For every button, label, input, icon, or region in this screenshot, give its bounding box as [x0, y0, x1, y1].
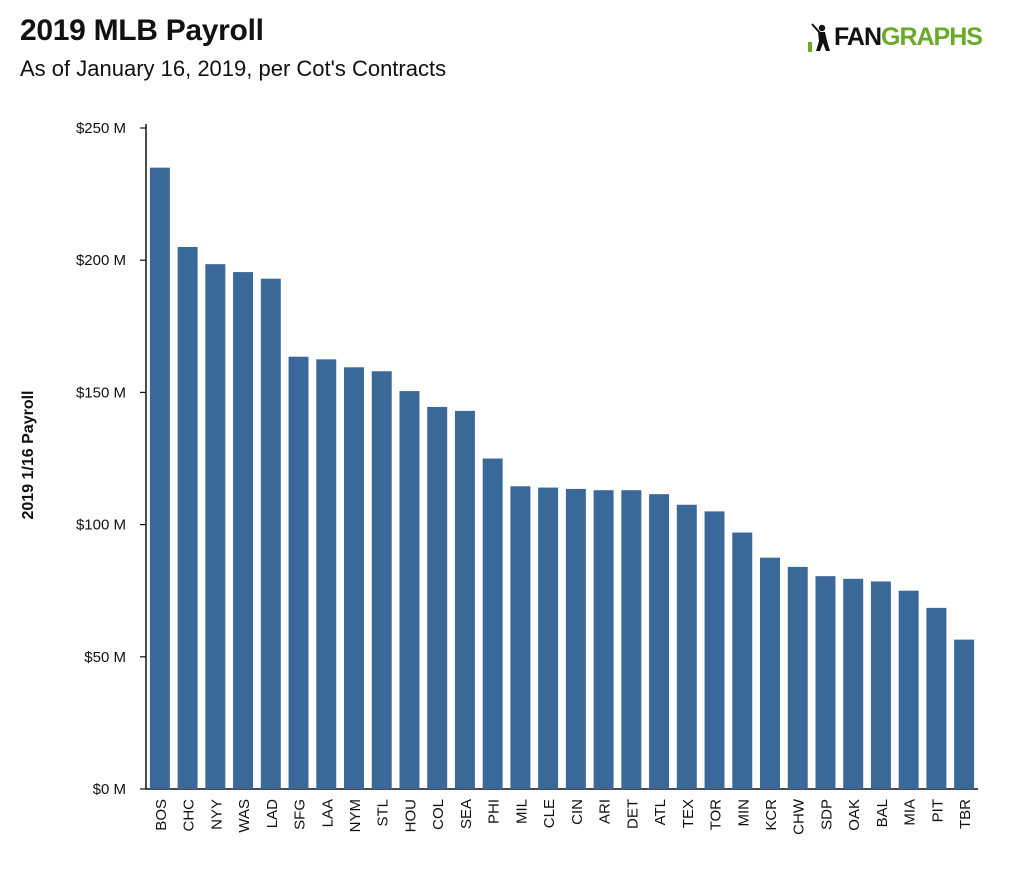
x-tick-label-atl: ATL — [652, 799, 669, 825]
x-tick-label-cin: CIN — [569, 799, 586, 825]
bar-lad[interactable] — [260, 278, 281, 789]
bar-chw[interactable] — [787, 566, 808, 789]
bar-tex[interactable] — [676, 504, 697, 789]
bar-col[interactable] — [427, 406, 448, 789]
x-tick-label-cle: CLE — [541, 799, 558, 828]
bar-bal[interactable] — [870, 581, 891, 789]
y-tick-label: $150 M — [76, 384, 126, 401]
x-tick-label-pit: PIT — [929, 799, 946, 822]
x-tick-label-col: COL — [430, 799, 447, 830]
y-tick-label: $200 M — [76, 252, 126, 269]
x-tick-label-sea: SEA — [458, 799, 475, 829]
bar-min[interactable] — [732, 532, 753, 789]
bar-was[interactable] — [233, 272, 254, 789]
bar-hou[interactable] — [399, 391, 420, 789]
x-tick-label-chc: CHC — [181, 799, 198, 832]
x-tick-label-mil: MIL — [513, 799, 530, 824]
bar-ari[interactable] — [593, 490, 614, 789]
x-tick-label-nym: NYM — [347, 799, 364, 832]
y-axis: $0 M $50 M $100 M $150 M $200 M $250 M — [76, 120, 978, 798]
x-tick-label-stl: STL — [375, 799, 392, 827]
x-tick-label-tex: TEX — [680, 799, 697, 828]
batter-silhouette-icon — [808, 23, 830, 52]
bars — [149, 167, 975, 790]
y-tick-label: $50 M — [84, 649, 126, 666]
x-tick-label-lad: LAD — [264, 799, 281, 828]
x-tick-label-det: DET — [624, 799, 641, 829]
chart-subtitle: As of January 16, 2019, per Cot's Contra… — [20, 56, 447, 81]
bar-atl[interactable] — [649, 494, 670, 789]
bar-phi[interactable] — [482, 458, 503, 790]
bar-cle[interactable] — [538, 487, 559, 789]
bar-oak[interactable] — [843, 578, 864, 789]
x-tick-label-nyy: NYY — [208, 799, 225, 830]
bar-cin[interactable] — [565, 488, 586, 789]
bar-stl[interactable] — [371, 371, 392, 789]
bar-mil[interactable] — [510, 486, 531, 789]
x-tick-label-bal: BAL — [874, 799, 891, 827]
bar-bos[interactable] — [149, 167, 170, 789]
x-tick-label-kcr: KCR — [763, 799, 780, 831]
y-tick-label: $250 M — [76, 120, 126, 137]
x-tick-label-hou: HOU — [402, 799, 419, 832]
bar-pit[interactable] — [926, 607, 947, 789]
bar-nyy[interactable] — [205, 264, 226, 789]
x-tick-label-chw: CHW — [791, 798, 808, 835]
x-tick-label-tbr: TBR — [957, 799, 974, 829]
bar-laa[interactable] — [316, 359, 337, 789]
logo-text-graphs: GRAPHS — [881, 23, 983, 51]
bar-sea[interactable] — [454, 410, 475, 789]
bar-kcr[interactable] — [760, 557, 780, 789]
y-tick-label: $100 M — [76, 517, 126, 534]
x-axis-labels: BOS CHC NYY WAS LAD SFG LAA NYM STL HOU COL SEA PHI M… — [153, 798, 974, 835]
x-tick-label-oak: OAK — [846, 799, 863, 831]
bar-tor[interactable] — [704, 511, 725, 789]
logo-text-fan: FAN — [834, 23, 882, 51]
fangraphs-logo[interactable]: FAN GRAPHS — [808, 22, 983, 52]
x-tick-label-phi: PHI — [486, 799, 503, 824]
x-tick-label-was: WAS — [236, 799, 253, 833]
y-axis-label: 2019 1/16 Payroll — [20, 391, 37, 520]
x-tick-label-laa: LAA — [319, 799, 336, 827]
x-tick-label-mia: MIA — [902, 799, 919, 826]
bar-sfg[interactable] — [288, 356, 309, 789]
y-tick-label: $0 M — [93, 781, 126, 798]
chart-title: 2019 MLB Payroll — [20, 14, 264, 47]
x-tick-label-min: MIN — [735, 799, 752, 827]
x-tick-label-ari: ARI — [597, 799, 614, 824]
x-tick-label-sfg: SFG — [292, 799, 309, 830]
bar-tbr[interactable] — [954, 639, 975, 789]
x-tick-label-bos: BOS — [153, 799, 170, 831]
bar-nym[interactable] — [344, 367, 364, 789]
bar-det[interactable] — [621, 490, 642, 789]
x-tick-label-tor: TOR — [708, 799, 725, 831]
bar-chc[interactable] — [177, 246, 198, 790]
bar-sdp[interactable] — [815, 576, 836, 789]
bar-mia[interactable] — [898, 590, 919, 789]
x-tick-label-sdp: SDP — [818, 799, 835, 830]
